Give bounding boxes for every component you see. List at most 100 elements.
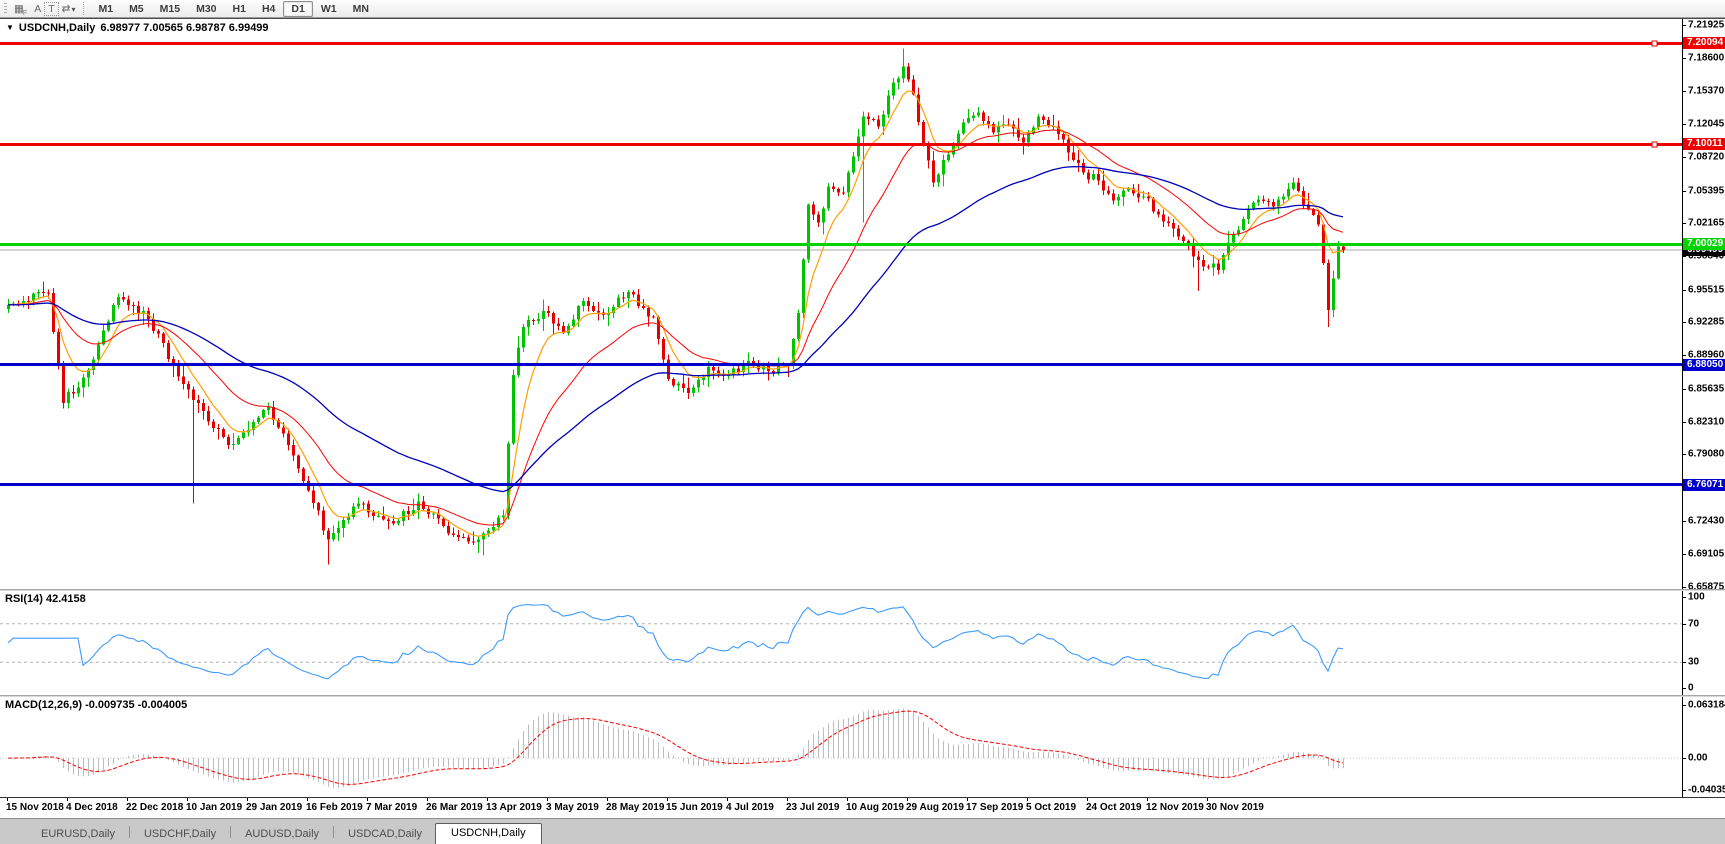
candle-body bbox=[872, 119, 875, 121]
candle-body bbox=[317, 503, 320, 511]
candle-body bbox=[267, 407, 270, 411]
rsi-line bbox=[7, 604, 1344, 680]
candle-body bbox=[197, 400, 200, 403]
timeframe-button-m15[interactable]: M15 bbox=[159, 2, 181, 15]
timeframe-button-h1[interactable]: H1 bbox=[232, 2, 246, 15]
chart-tab-usdcnh[interactable]: USDCNH,Daily bbox=[435, 823, 542, 844]
rsi-label: RSI(14) 42.4158 bbox=[5, 593, 86, 605]
candle-body bbox=[212, 421, 215, 429]
price-tickmark bbox=[1683, 124, 1686, 126]
price-tick-label: 6.65875 bbox=[1688, 581, 1725, 589]
candle-body bbox=[1342, 246, 1345, 250]
candle-body bbox=[682, 383, 685, 388]
symbol-dropdown-icon[interactable]: ▼ bbox=[6, 22, 14, 32]
candle-body bbox=[477, 539, 480, 542]
date-tickmark bbox=[487, 798, 488, 801]
candle-body bbox=[377, 515, 380, 517]
date-label: 12 Nov 2019 bbox=[1146, 802, 1204, 813]
toolbar-grip[interactable] bbox=[4, 2, 7, 15]
candle-body bbox=[1067, 139, 1070, 153]
timeframe-button-d1[interactable]: D1 bbox=[283, 0, 313, 17]
candle-body bbox=[587, 300, 590, 306]
price-tickmark bbox=[1683, 521, 1686, 523]
chart-tab-eurusd[interactable]: EURUSD,Daily bbox=[41, 828, 115, 840]
timeframe-button-m30[interactable]: M30 bbox=[196, 2, 217, 15]
rsi-scale[interactable]: 100 70 30 0 bbox=[1682, 591, 1725, 695]
candle-body bbox=[322, 510, 325, 531]
candle-body bbox=[967, 117, 970, 123]
cursor-mode-icon[interactable]: ⇄▾ bbox=[61, 2, 76, 15]
candle-body bbox=[937, 174, 940, 183]
date-tickmark bbox=[127, 798, 128, 801]
macd-scale[interactable]: 0.063184 0.00 -0.040355 bbox=[1682, 697, 1725, 797]
candle-body bbox=[462, 536, 465, 538]
candle-body bbox=[1122, 190, 1125, 198]
timeframe-button-m1[interactable]: M1 bbox=[98, 2, 114, 15]
candle-body bbox=[1192, 245, 1195, 257]
pane-splitter[interactable] bbox=[0, 589, 1725, 591]
candle-body bbox=[1172, 223, 1175, 229]
candle-body bbox=[777, 364, 780, 374]
candle-body bbox=[22, 300, 25, 304]
candle-body bbox=[917, 94, 920, 123]
timeframe-button-m5[interactable]: M5 bbox=[129, 2, 144, 15]
candle-body bbox=[752, 361, 755, 363]
dropdown-caret-icon[interactable]: ▾ bbox=[71, 4, 76, 14]
candle-body bbox=[512, 375, 515, 444]
candle-body bbox=[447, 526, 450, 534]
candle-body bbox=[202, 402, 205, 412]
candle-body bbox=[1167, 221, 1170, 224]
price-tick-label: 7.05395 bbox=[1688, 185, 1725, 197]
candle-body bbox=[387, 519, 390, 522]
candle-body bbox=[77, 387, 80, 394]
date-tickmark bbox=[667, 798, 668, 801]
date-tickmark bbox=[907, 798, 908, 801]
candle-body bbox=[517, 347, 520, 376]
candle-body bbox=[877, 119, 880, 127]
price-tickmark bbox=[1683, 322, 1686, 324]
date-tickmark bbox=[1087, 798, 1088, 801]
font-icon[interactable]: A bbox=[34, 2, 42, 15]
candle-body bbox=[167, 343, 170, 359]
timeframe-button-mn[interactable]: MN bbox=[352, 2, 369, 15]
macd-tickmark bbox=[1683, 758, 1686, 760]
candle-body bbox=[182, 376, 185, 385]
date-axis[interactable]: 15 Nov 2018 4 Dec 2018 22 Dec 2018 10 Jan 2… bbox=[0, 797, 1725, 819]
chart-tab-usdchf[interactable]: USDCHF,Daily bbox=[143, 828, 217, 840]
candle-body bbox=[122, 296, 125, 300]
pane-splitter[interactable] bbox=[0, 695, 1725, 697]
candle-body bbox=[1177, 228, 1180, 237]
candle-body bbox=[1297, 182, 1300, 192]
candle-body bbox=[1132, 188, 1135, 194]
candle-body bbox=[342, 520, 345, 529]
symbol-name: USDCNH,Daily bbox=[18, 22, 96, 34]
price-scale[interactable]: 7.21925 7.18600 7.15370 7.12045 7.08720 7.053… bbox=[1682, 19, 1725, 589]
date-label: 26 Mar 2019 bbox=[426, 802, 483, 813]
price-tick-label: 7.02165 bbox=[1688, 217, 1725, 229]
date-label: 10 Jan 2019 bbox=[186, 802, 243, 813]
chart-tab-usdcad[interactable]: USDCAD,Daily bbox=[348, 828, 423, 840]
chart-title: ▼ USDCNH,Daily 6.98977 7.00565 6.98787 6… bbox=[6, 22, 269, 34]
hline-handle-7.20094[interactable] bbox=[1651, 40, 1658, 47]
text-select-icon[interactable]: T bbox=[44, 1, 59, 16]
timeframe-button-w1[interactable]: W1 bbox=[320, 2, 337, 15]
chart-tab-audusd[interactable]: AUDUSD,Daily bbox=[245, 828, 320, 840]
candle-body bbox=[1312, 209, 1315, 215]
price-tick-label: 7.08720 bbox=[1688, 151, 1725, 163]
candle-body bbox=[792, 339, 795, 366]
candle-body bbox=[1292, 182, 1295, 189]
snap-grid-icon[interactable]: ▦F bbox=[14, 2, 28, 17]
main-chart-pane: ▼ USDCNH,Daily 6.98977 7.00565 6.98787 6… bbox=[0, 19, 1725, 589]
rsi-canvas bbox=[0, 604, 1683, 680]
moving-average-line-55 bbox=[7, 165, 1344, 493]
candle-body bbox=[942, 160, 945, 175]
chart-tab-bar: EURUSD,Daily USDCHF,Daily AUDUSD,Daily USDC… bbox=[0, 819, 1725, 844]
candle-body bbox=[1097, 174, 1100, 181]
hline-handle-7.10011[interactable] bbox=[1651, 141, 1658, 148]
macd-canvas bbox=[0, 708, 1683, 789]
candle-body bbox=[757, 362, 760, 370]
timeframe-button-h4[interactable]: H4 bbox=[261, 2, 276, 15]
candle-body bbox=[637, 294, 640, 307]
candle-body bbox=[1212, 263, 1215, 268]
macd-tickmark bbox=[1683, 705, 1686, 706]
